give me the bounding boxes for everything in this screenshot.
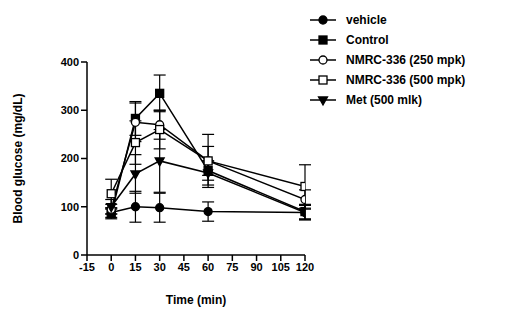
svg-text:300: 300 — [61, 104, 79, 116]
svg-text:30: 30 — [154, 261, 166, 273]
svg-text:15: 15 — [129, 261, 141, 273]
svg-text:120: 120 — [296, 261, 314, 273]
svg-text:Blood glucose (mg/dL): Blood glucose (mg/dL) — [11, 94, 25, 224]
svg-text:-15: -15 — [79, 261, 95, 273]
svg-text:200: 200 — [61, 152, 79, 164]
html-text:NMRC-336 (250 mpk): NMRC-336 (250 mpk) — [346, 53, 466, 67]
html-text:vehicle: vehicle — [346, 13, 387, 27]
html-text:NMRC-336 (500 mpk): NMRC-336 (500 mpk) — [346, 73, 466, 87]
svg-text:90: 90 — [250, 261, 262, 273]
html-text:Met (500 mlk): Met (500 mlk) — [346, 93, 422, 107]
svg-text:0: 0 — [108, 261, 114, 273]
html-text:Control: Control — [346, 33, 389, 47]
svg-text:0: 0 — [73, 249, 79, 261]
svg-text:60: 60 — [202, 261, 214, 273]
svg-text:105: 105 — [272, 261, 290, 273]
svg-text:400: 400 — [61, 56, 79, 68]
svg-text:45: 45 — [178, 261, 190, 273]
svg-text:100: 100 — [61, 201, 79, 213]
svg-text:75: 75 — [226, 261, 238, 273]
svg-text:Time (min): Time (min) — [166, 293, 226, 307]
